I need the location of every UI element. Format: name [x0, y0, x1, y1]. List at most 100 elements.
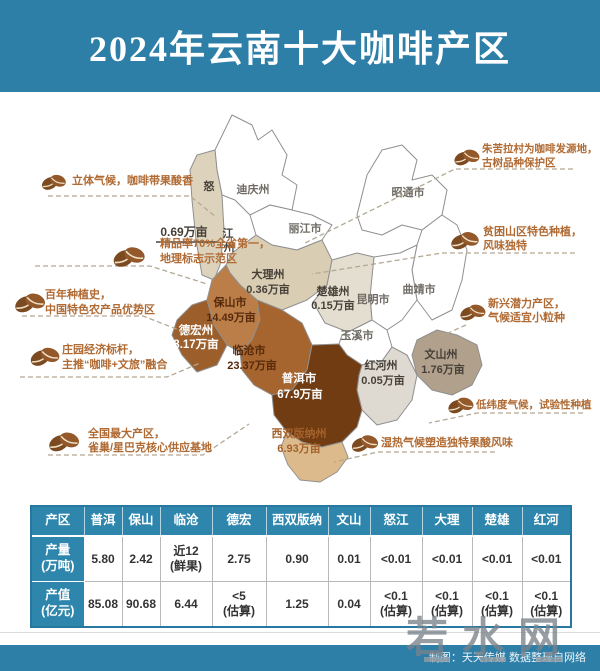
value-wenshan: 1.76万亩: [421, 362, 464, 376]
region-dehong: [171, 299, 228, 373]
watermark: 若水网: [406, 614, 575, 661]
table-header-cell: 德宏: [212, 507, 267, 537]
table-cell: 1.25: [266, 581, 329, 626]
table-header-cell: 红河: [522, 507, 570, 537]
label-baoshan: 保山市: [213, 295, 247, 309]
label-dali: 大理州: [252, 267, 285, 281]
connector-dashed-line: [22, 315, 193, 336]
region-wenshan: [411, 329, 483, 396]
region-qujing: [411, 214, 468, 321]
page-title: 2024年云南十大咖啡产区: [88, 29, 511, 69]
annotation-text: 庄园经济标杆，: [62, 342, 139, 356]
region-xishuangbanna: [280, 431, 349, 483]
coffee-beans-icon: [45, 429, 82, 456]
coffee-beans-icon: [348, 432, 381, 456]
connector-dashed-line: [35, 265, 208, 285]
table-cell: 90.68: [122, 581, 161, 626]
label-nujiang-3: 州: [223, 241, 235, 254]
region-zhaotong: [356, 144, 448, 236]
watermark-sub-mark: [480, 657, 506, 662]
value-puer: 67.9万亩: [277, 387, 323, 401]
table-cell: 6.44: [160, 581, 213, 626]
annotation-text: 气候适宜小粒种: [487, 310, 565, 324]
table-cell: 0.90: [266, 536, 329, 582]
connector-dashed-line: [48, 423, 250, 456]
coffee-beans-icon: [445, 394, 476, 417]
label-lincang: 临沧市: [233, 343, 266, 357]
label-dehong: 德宏州: [178, 323, 214, 337]
table-cell: 85.08: [84, 581, 123, 626]
connector-dashed-line: [428, 412, 583, 424]
annotation-text: 雀巢/星巴克核心供应基地: [87, 440, 212, 454]
table-header-cell: 楚雄: [472, 507, 523, 537]
value-honghe: 0.05万亩: [361, 373, 404, 387]
title-bar: 2024年云南十大咖啡产区: [0, 0, 600, 92]
yunnan-coffee-map: 迪庆州 丽江市 昭通市 曲靖市 昆明市 玉溪市 怒 江 州 0.69万亩 大理州…: [11, 114, 598, 483]
table-header-cell: 普洱: [84, 507, 123, 537]
table-cell: <0.1 (估算): [422, 581, 473, 626]
label-diqing: 迪庆州: [237, 182, 270, 196]
annotation-text: 朱苦拉村为咖啡发源地，: [482, 142, 598, 155]
label-lijiang: 丽江市: [289, 221, 322, 235]
label-puer: 普洱市: [282, 371, 317, 385]
table-cell: <0.01: [422, 536, 473, 582]
table-cell: 0.01: [328, 536, 371, 582]
table-cell: <0.01: [472, 536, 523, 582]
label-yuxi: 玉溪市: [341, 328, 374, 342]
table-header-row: 产区 普洱 保山 临沧 德宏 西双版纳 文山 怒江 大理 楚雄 红河: [32, 507, 570, 537]
label-xishuangbanna: 西双版纳州: [272, 426, 327, 440]
value-lincang: 23.37万亩: [227, 358, 277, 372]
region-chuxiong: [312, 252, 375, 333]
divider: [0, 632, 600, 633]
annotation-text: 中国特色农产品优势区: [45, 302, 155, 316]
label-wenshan: 文山州: [425, 347, 458, 361]
coffee-beans-icon: [11, 290, 48, 317]
label-nujiang-2: 江: [223, 226, 234, 240]
value-nujiang: 0.69万亩: [160, 224, 207, 239]
annotation-text: 贫困山区特色种植，: [483, 224, 582, 238]
table-header-cell: 怒江: [370, 507, 423, 537]
annotation-text: 主推“咖啡+文旅”融合: [62, 357, 168, 371]
watermark-sub-mark: [424, 657, 450, 662]
region-diqing: [214, 114, 298, 216]
table-cell: <0.01: [522, 536, 570, 582]
table-cell: 0.04: [328, 581, 371, 626]
table-cell: 5.80: [84, 536, 123, 582]
annotation-text: 低纬度气候，试验性种植: [475, 398, 592, 411]
annotation-text: 古树品种保护区: [482, 156, 556, 169]
table-header-cell: 保山: [122, 507, 161, 537]
table-cell: <0.1 (估算): [370, 581, 423, 626]
connector-dashed-line: [436, 324, 467, 339]
value-chuxiong: 0.15万亩: [311, 298, 354, 312]
table-header-cell: 大理: [422, 507, 473, 537]
coffee-beans-icon: [39, 172, 69, 194]
table-row-label: 产值 (亿元): [32, 581, 85, 626]
annotation-text: 湿热气候塑造独特果酸风味: [381, 435, 513, 449]
table-header-cell: 西双版纳: [266, 507, 329, 537]
table-cell: 近12 (鲜果): [160, 536, 213, 582]
connector-dashed-line: [20, 362, 201, 378]
label-qujing: 曲靖市: [403, 282, 436, 296]
annotation-text: 精品率70%全省第一，: [160, 236, 270, 250]
value-baoshan: 14.49万亩: [206, 310, 256, 324]
table-cell: <0.1 (估算): [472, 581, 523, 626]
connector-dashed-line: [311, 252, 575, 275]
annotation-text: 百年种植史，: [45, 287, 111, 301]
production-table: 产区 普洱 保山 临沧 德宏 西双版纳 文山 怒江 大理 楚雄 红河 产量 (万…: [30, 505, 572, 628]
label-nujiang-1: 怒: [204, 179, 216, 193]
connector-dashed-line: [333, 451, 495, 463]
coffee-beans-icon: [457, 301, 488, 324]
table-row: 产量 (万吨) 5.80 2.42 近12 (鲜果) 2.75 0.90 0.0…: [32, 536, 570, 582]
watermark-sub-mark: [536, 657, 562, 662]
table-header-cell: 产区: [32, 507, 85, 537]
label-chuxiong: 楚雄州: [317, 284, 350, 298]
annotation-text: 新兴潜力产区，: [488, 296, 565, 310]
coffee-beans-icon: [27, 344, 63, 370]
connector-dashed-line: [48, 195, 217, 218]
annotation-text: 风味独特: [483, 238, 527, 252]
table-header-cell: 文山: [328, 507, 371, 537]
region-nujiang: [189, 149, 225, 281]
annotation-text: 地理标志示范区: [160, 251, 237, 265]
table-header-cell: 临沧: [160, 507, 213, 537]
